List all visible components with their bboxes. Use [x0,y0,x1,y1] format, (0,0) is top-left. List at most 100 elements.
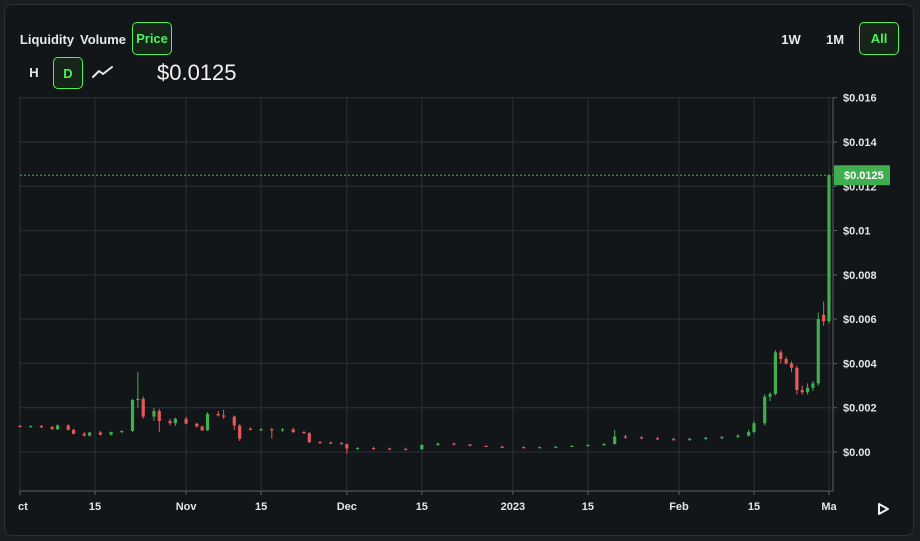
candle-body [184,418,188,424]
metric-volume-button[interactable]: Volume [80,31,126,47]
candle [173,417,177,426]
candle [109,431,113,436]
candle-body [613,436,617,445]
line-chart-icon[interactable] [90,60,116,84]
candle-body [98,432,102,435]
candle [39,424,44,429]
candle [345,443,349,454]
candle-body [602,444,606,446]
range-1m-button[interactable]: 1M [825,31,845,47]
candle-body [307,433,311,443]
candle-body [800,390,804,393]
candle-body [152,411,156,417]
candle-body [141,398,145,417]
x-tick-label: Ma [821,501,837,513]
interval-day-button[interactable]: D [53,57,83,89]
candle-body [221,415,226,417]
candle-body [500,446,504,448]
candle-body [704,437,708,440]
y-tick-label: $0.002 [843,403,877,415]
x-tick-label: 15 [255,501,267,513]
candle [779,350,783,364]
candle-body [816,319,820,384]
candle-body [586,444,590,447]
range-all-button[interactable]: All [859,22,899,55]
metric-price-button[interactable]: Price [132,22,172,55]
candle [613,429,617,445]
candle-body [270,429,274,431]
candle [141,396,145,419]
x-tick-label: 15 [748,501,760,513]
candle [752,421,756,434]
chart-card [4,4,914,536]
candle [82,432,86,437]
candle-body [372,448,376,450]
candle-body [232,416,236,426]
candle [468,444,472,447]
candle-body [720,436,724,439]
x-tick-label: Nov [176,501,198,513]
candle [768,392,772,402]
candle-body [522,447,526,449]
candle [773,350,778,396]
candle-body [784,359,788,364]
interval-hour-button[interactable]: H [29,64,39,80]
candle-body [205,413,210,431]
play-right-icon[interactable] [872,498,894,520]
candle [704,436,708,440]
candle [157,408,161,433]
candle [71,428,76,435]
candle [570,445,574,448]
candle [29,425,33,428]
x-tick-label: 15 [89,501,101,513]
candle-body [570,445,574,447]
candle [200,425,204,431]
candle [66,424,70,431]
candle [827,175,831,324]
candle-body [655,438,660,440]
candle [291,427,295,434]
candle [720,436,724,440]
candle [195,422,199,428]
candle-body [763,396,767,424]
candle-body [623,436,628,438]
candle [789,361,794,373]
candle-body [302,432,306,434]
candle-body [195,423,199,427]
candle [655,436,660,440]
candle-body [779,352,783,359]
candle-body [168,421,172,424]
range-1w-button[interactable]: 1W [781,31,801,47]
candle-body [173,418,177,424]
candle [270,427,274,439]
candle-body [120,430,124,433]
candle [50,425,54,430]
candle-body [216,413,220,416]
candle-body [538,447,542,449]
candle [736,434,740,439]
candle-body [130,399,135,431]
candle [280,428,285,432]
candle [420,444,424,450]
x-tick-label: 2023 [501,501,525,513]
candle [18,424,22,428]
candle [763,394,767,426]
candle-body [773,352,778,394]
candle-body [109,432,113,435]
candle-body [157,411,161,421]
candle-body [318,442,322,444]
candle-body [339,443,344,445]
candle-body [248,428,252,430]
candle-body [66,425,70,430]
candle [55,424,60,430]
metric-liquidity-button[interactable]: Liquidity [19,31,75,47]
candle-body [795,367,799,390]
candle-body [805,387,810,393]
candle-body [345,444,349,449]
candle-body [136,398,140,401]
candle-body [452,443,456,445]
candle [388,447,392,450]
candle [302,430,306,434]
candle-body [291,429,295,433]
